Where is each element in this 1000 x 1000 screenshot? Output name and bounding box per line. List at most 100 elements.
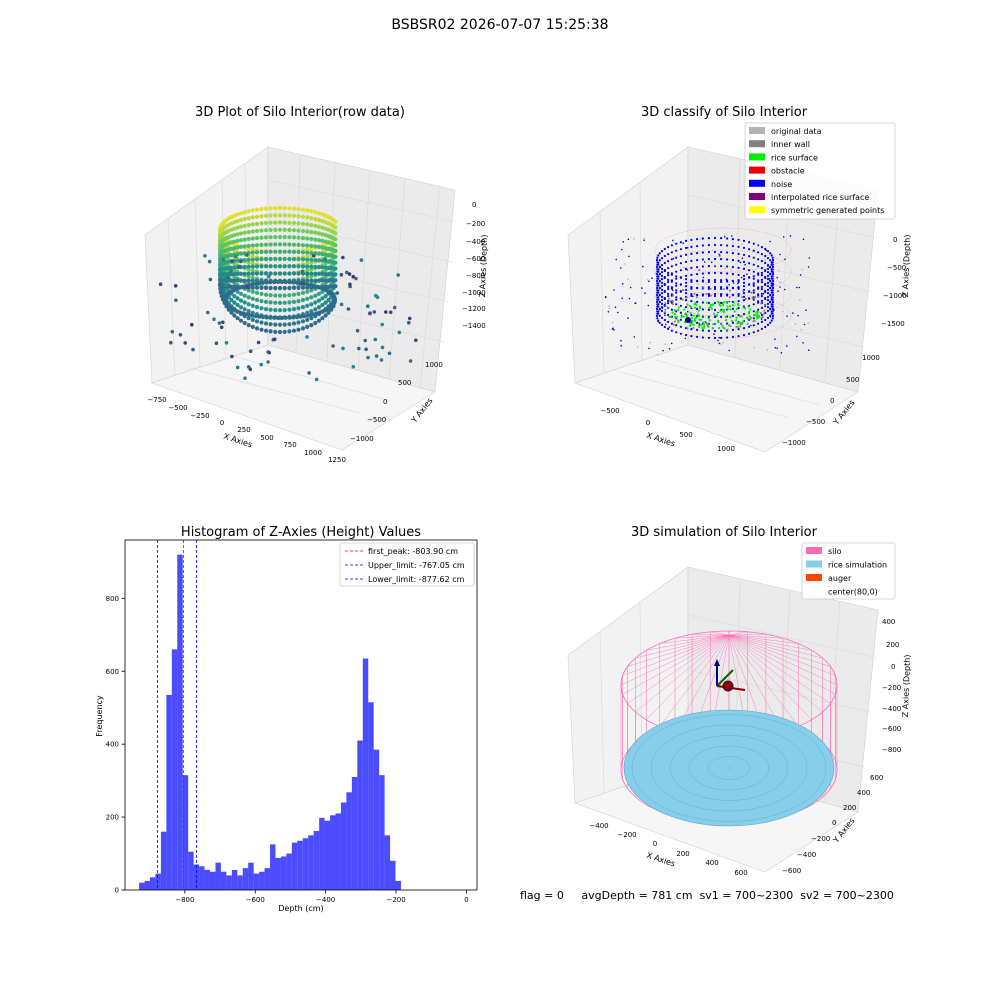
classify-point	[684, 288, 688, 291]
classify-point	[750, 291, 753, 294]
classify-point	[786, 315, 788, 318]
classify-3d-zlabel: Z Axies (Depth)	[901, 234, 912, 297]
figure-title: BSBSR02 2026-07-07 15:25:38	[391, 17, 609, 33]
classify-point	[628, 255, 630, 258]
raw-point	[296, 221, 301, 226]
raw-ztick: −400	[466, 238, 485, 246]
classify-point	[750, 316, 753, 319]
raw-point	[246, 257, 251, 262]
classify-point	[753, 313, 756, 316]
raw-point	[344, 270, 349, 275]
classify-point	[725, 278, 728, 281]
sim-legend-swatch	[806, 547, 822, 554]
raw-point	[309, 271, 314, 276]
classify-point	[735, 316, 738, 319]
classify-point	[720, 302, 723, 305]
raw-point	[273, 242, 278, 247]
classify-point	[701, 251, 705, 254]
classify-point	[620, 345, 622, 347]
classify-point	[796, 335, 798, 338]
raw-point	[287, 227, 292, 233]
raw-point	[317, 278, 322, 283]
classify-point	[802, 238, 805, 241]
raw-point	[232, 278, 237, 283]
classify-point	[696, 307, 699, 310]
classify-point	[774, 346, 777, 349]
classify-point	[621, 282, 624, 285]
raw-point	[226, 275, 230, 280]
raw-point	[305, 243, 310, 248]
classify-point	[754, 295, 757, 298]
classify-point	[717, 321, 720, 324]
classify-point	[675, 324, 678, 326]
classify-point	[701, 272, 705, 275]
raw-point	[250, 264, 255, 269]
raw-point	[305, 313, 310, 318]
classify-point	[670, 308, 674, 311]
raw-point	[250, 247, 255, 252]
classify-point	[752, 275, 755, 278]
classify-legend-swatch	[749, 193, 765, 200]
classify-point	[770, 283, 773, 285]
silo-roof-wire	[728, 634, 799, 644]
classify-point	[765, 249, 767, 252]
classify-point	[658, 280, 661, 283]
classify-point	[675, 315, 678, 318]
raw-point	[253, 314, 258, 319]
raw-point	[261, 315, 265, 320]
classify-point	[683, 308, 686, 311]
raw-point	[242, 278, 247, 283]
raw-point	[264, 315, 269, 320]
classify-point	[667, 292, 670, 295]
raw-point	[313, 244, 318, 249]
classify-point	[679, 241, 683, 244]
classify-point	[667, 278, 670, 281]
hist-bar	[357, 740, 363, 890]
raw-point	[221, 320, 225, 325]
classify-point	[657, 296, 660, 299]
classify-point	[736, 302, 740, 306]
classify-point	[657, 320, 659, 323]
classify-point	[663, 318, 666, 322]
raw-point	[259, 271, 264, 276]
raw-point	[277, 329, 283, 335]
classify-point	[760, 292, 764, 295]
classify-point	[730, 319, 734, 323]
classify-point	[681, 298, 684, 301]
raw-point	[323, 257, 327, 261]
classify-wire	[654, 293, 792, 339]
classify-point	[757, 308, 760, 311]
classify-point	[655, 279, 659, 283]
classify-point	[742, 290, 745, 293]
hist-bar	[248, 862, 254, 890]
classify-point	[752, 282, 755, 285]
classify-point	[710, 261, 713, 264]
hist-bar	[297, 840, 303, 890]
classify-point	[667, 327, 670, 330]
classify-point	[689, 311, 691, 314]
classify-point	[784, 288, 786, 291]
classify-point	[664, 343, 667, 346]
raw-point	[238, 291, 244, 296]
classify-point	[672, 239, 674, 242]
classify-point	[655, 293, 659, 297]
raw-point	[313, 264, 318, 269]
classify-point	[770, 319, 773, 322]
classify-ztick: −500	[887, 264, 906, 272]
classify-point	[698, 318, 701, 321]
classify-point	[728, 296, 731, 298]
panel-classify-3d: 3D classify of Silo Interior −500 0 500 …	[567, 105, 912, 453]
raw-point	[333, 284, 338, 289]
raw-point	[261, 280, 265, 285]
raw-point	[309, 309, 314, 314]
raw-point	[242, 293, 247, 298]
sim-xtick: 600	[734, 869, 747, 877]
classify-point	[748, 248, 751, 251]
raw-point	[296, 249, 301, 255]
classify-point	[675, 277, 678, 280]
raw-point	[214, 341, 219, 346]
raw-point	[254, 214, 260, 219]
classify-point	[735, 325, 738, 328]
classify-point	[732, 242, 734, 244]
raw-point	[305, 264, 310, 269]
